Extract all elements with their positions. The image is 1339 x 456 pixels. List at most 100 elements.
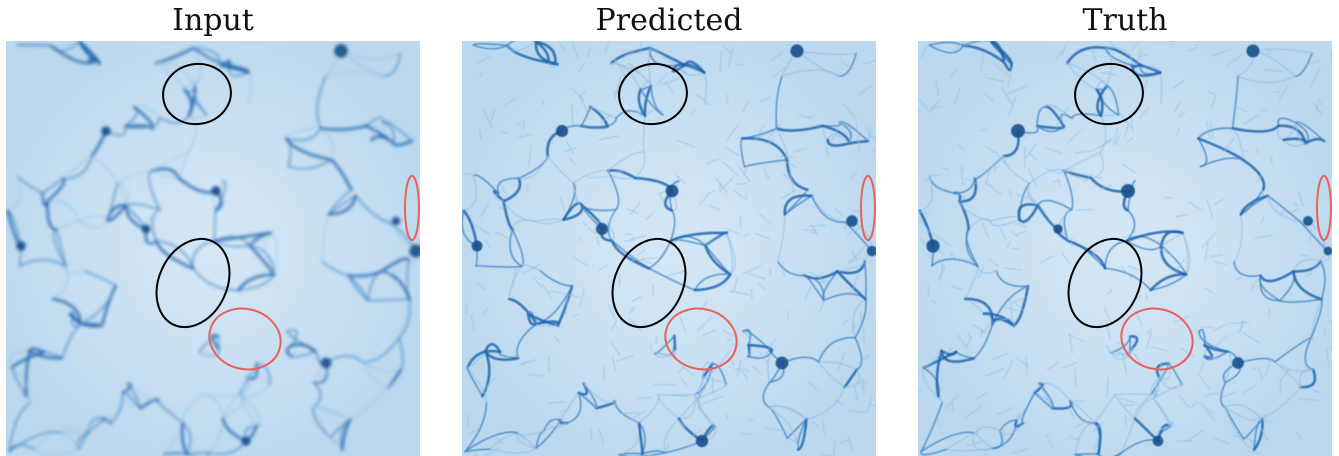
fine-filament <box>754 233 771 240</box>
filament <box>192 267 240 291</box>
filament <box>1105 47 1134 66</box>
fine-filament <box>503 354 517 359</box>
filament <box>961 44 1006 64</box>
fine-filament <box>589 426 593 441</box>
filament <box>157 400 184 424</box>
filament <box>946 432 975 450</box>
filament <box>1153 398 1170 426</box>
fine-filament <box>476 282 486 291</box>
fine-filament <box>1057 106 1070 125</box>
fine-filament <box>1073 420 1088 429</box>
fine-filament <box>1169 41 1175 44</box>
filament <box>1097 452 1123 456</box>
filament <box>543 418 562 432</box>
fine-filament <box>698 390 704 400</box>
fine-filament <box>665 81 674 93</box>
filament <box>642 115 646 153</box>
fine-filament <box>929 106 942 109</box>
fine-filament <box>757 283 767 290</box>
filament <box>398 336 404 371</box>
filament <box>526 312 538 326</box>
fine-filament <box>1221 391 1236 399</box>
fine-filament <box>742 100 749 112</box>
filament <box>183 85 196 93</box>
fine-filament <box>1057 177 1062 187</box>
filament <box>264 232 275 275</box>
filament <box>1125 230 1184 243</box>
filament <box>285 127 322 142</box>
fine-filament <box>988 258 999 268</box>
fine-filament <box>725 94 729 105</box>
fine-filament <box>861 380 868 390</box>
fine-filament <box>708 204 721 211</box>
filament <box>382 122 395 144</box>
fine-filament <box>1045 147 1063 155</box>
halo-node <box>16 241 26 251</box>
fine-filament <box>1091 47 1097 63</box>
fine-filament <box>588 176 609 179</box>
filament <box>1293 259 1322 272</box>
fine-filament <box>500 183 506 194</box>
filament <box>285 137 333 162</box>
fine-filament <box>1246 450 1261 454</box>
halo-node <box>1303 216 1313 226</box>
fine-filament <box>770 51 784 62</box>
fine-filament <box>722 161 739 176</box>
fine-filament <box>726 122 740 141</box>
filament <box>1304 336 1314 371</box>
annotation-ellipse-black <box>1067 237 1143 329</box>
filament <box>654 349 676 356</box>
fine-filament <box>1123 230 1137 239</box>
fine-filament <box>743 233 751 237</box>
fine-filament <box>1008 85 1028 95</box>
filament <box>248 244 275 276</box>
filament <box>201 394 240 397</box>
fine-filament <box>1105 319 1111 340</box>
filament <box>556 419 568 428</box>
filament <box>983 312 994 325</box>
fine-filament <box>462 173 472 175</box>
filament <box>928 44 964 54</box>
filament <box>1199 157 1244 168</box>
fine-filament <box>1206 121 1211 141</box>
filament <box>613 400 640 424</box>
fine-filament <box>554 336 561 344</box>
fine-filament <box>1067 129 1082 144</box>
filament <box>1239 194 1270 216</box>
filament <box>607 170 636 179</box>
fine-filament <box>789 172 795 193</box>
fine-filament <box>641 257 657 260</box>
fine-filament <box>542 284 553 300</box>
fine-filament <box>722 46 731 53</box>
fine-filament <box>558 41 567 53</box>
fine-filament <box>1206 199 1214 220</box>
fine-filament <box>1255 148 1260 155</box>
fine-filament <box>1062 41 1068 55</box>
fine-filament <box>727 228 740 235</box>
fine-filament <box>498 207 505 209</box>
fine-filament <box>604 41 610 54</box>
fine-filament <box>980 52 985 71</box>
filament <box>811 195 846 223</box>
fine-filament <box>702 329 717 337</box>
fine-filament <box>728 290 750 296</box>
filament <box>187 115 197 153</box>
filament <box>178 152 189 179</box>
fine-filament <box>619 412 639 414</box>
halo-node <box>409 244 420 258</box>
fine-filament <box>1250 279 1259 287</box>
filament <box>580 125 609 129</box>
fine-filament <box>1002 425 1005 448</box>
fine-filament <box>751 288 753 300</box>
filament <box>328 188 353 216</box>
filament <box>1099 115 1107 153</box>
fine-filament <box>848 172 858 180</box>
fine-filament <box>967 440 984 447</box>
filament <box>46 199 58 231</box>
filament <box>1310 298 1323 339</box>
fine-filament <box>515 433 525 439</box>
fine-filament <box>1014 296 1027 302</box>
fine-filament <box>616 355 634 362</box>
fine-filament <box>972 324 990 336</box>
filament <box>91 155 118 184</box>
